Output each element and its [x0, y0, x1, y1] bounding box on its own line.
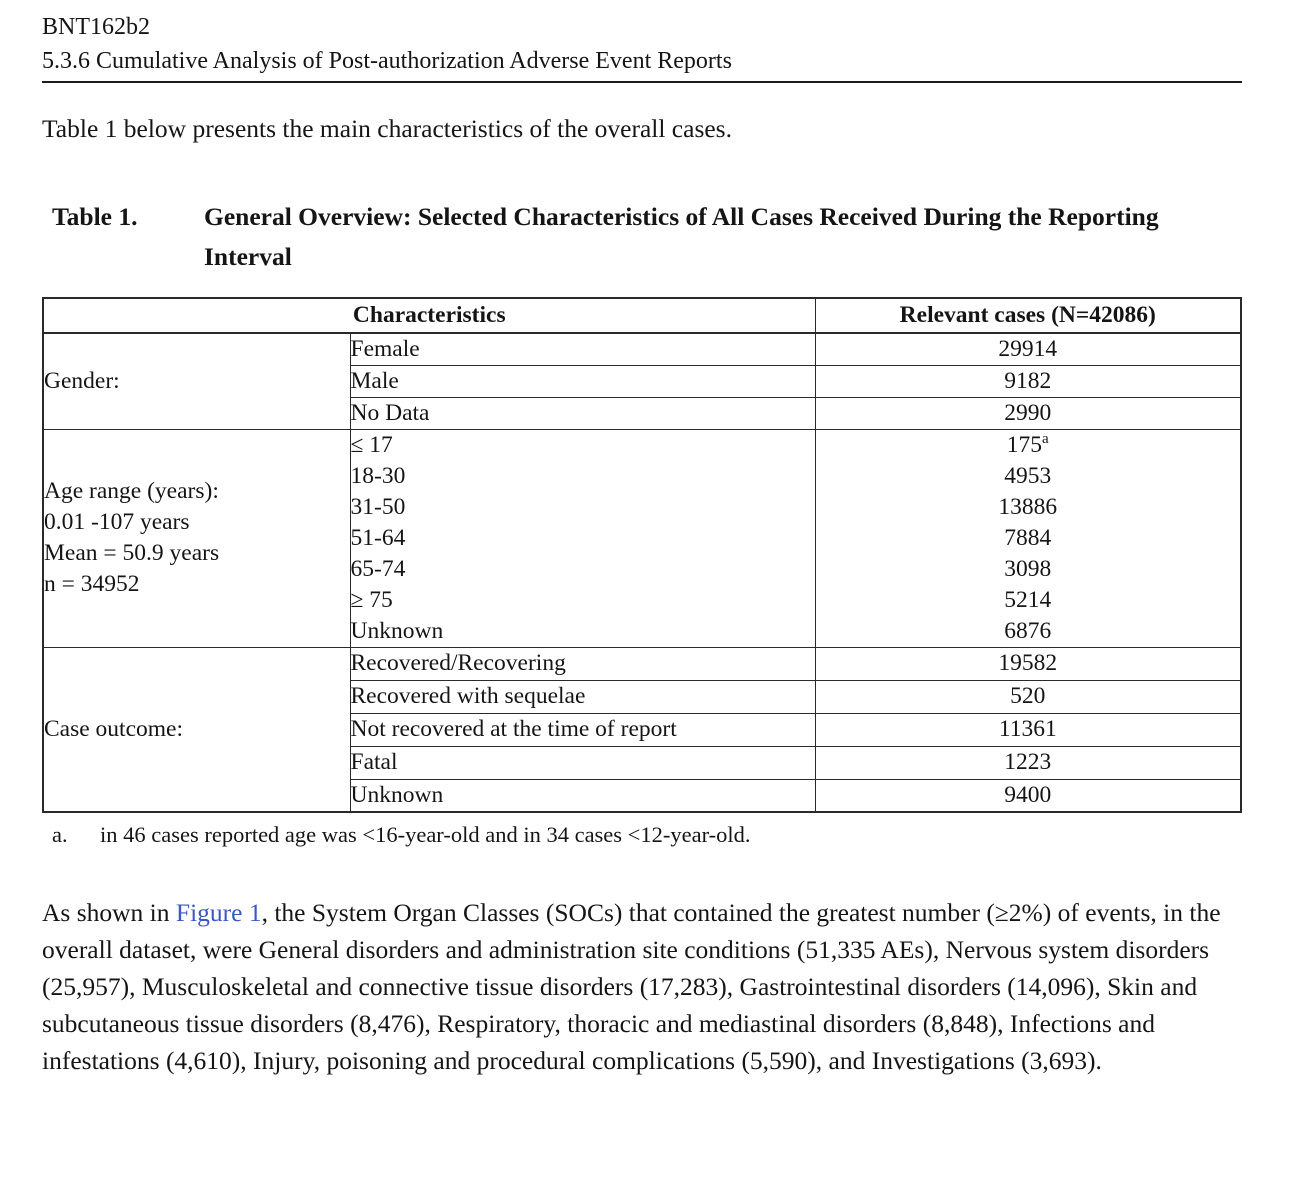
age-value: 7884 — [1004, 524, 1052, 551]
table-row: Male 9182 — [43, 364, 1242, 398]
table-caption: Table 1. General Overview: Selected Char… — [52, 197, 1242, 277]
table-caption-label: Table 1. — [52, 202, 138, 231]
body-paragraph: As shown in Figure 1, the System Organ C… — [42, 894, 1242, 1079]
age-characteristic: 65-74 — [350, 555, 406, 582]
table-row: Age range (years): 0.01 -107 years Mean … — [42, 428, 1242, 648]
age-label-line: 0.01 -107 years — [44, 509, 190, 535]
gender-characteristic: Female — [349, 332, 816, 366]
gender-value: 29914 — [814, 332, 1242, 366]
age-label-line: n = 34952 — [44, 571, 140, 597]
age-characteristic: 31-50 — [350, 493, 406, 520]
age-characteristic: Unknown — [350, 617, 444, 644]
table-row: Fatal 1223 — [43, 745, 1242, 780]
table-1: Characteristics Relevant cases (N=42086)… — [42, 297, 1243, 813]
age-label-line: Mean = 50.9 years — [44, 540, 220, 566]
outcome-characteristic: Unknown — [349, 778, 816, 813]
footnote-text: in 46 cases reported age was <16-year-ol… — [100, 822, 751, 847]
table-row: Gender: Female 29914 — [42, 332, 1242, 430]
age-characteristics-cell: ≤ 17 18-30 31-50 51-64 65-74 ≥ 75 Unknow… — [349, 428, 816, 648]
gender-section-label: Gender: — [42, 332, 351, 430]
age-values-cell: 175a 4953 13886 7884 3098 5214 6876 — [814, 428, 1242, 648]
age-characteristic: ≤ 17 — [350, 431, 393, 458]
age-characteristic: 18-30 — [350, 462, 406, 489]
outcome-value: 520 — [814, 679, 1242, 714]
column-header-relevant-cases: Relevant cases (N=42086) — [814, 297, 1242, 334]
outcome-value: 11361 — [814, 712, 1242, 747]
gender-value: 9182 — [814, 364, 1242, 398]
intro-paragraph: Table 1 below presents the main characte… — [42, 114, 732, 143]
table-caption-text: General Overview: Selected Characteristi… — [204, 202, 1159, 271]
gender-characteristic: No Data — [349, 396, 816, 430]
age-value: 175a — [1006, 430, 1049, 458]
age-label-line: Age range (years): — [44, 478, 219, 504]
outcome-value: 19582 — [814, 646, 1242, 681]
document-header: BNT162b2 5.3.6 Cumulative Analysis of Po… — [42, 10, 1242, 83]
age-characteristic: 51-64 — [350, 524, 406, 551]
outcome-section-label: Case outcome: — [42, 646, 351, 813]
age-value: 5214 — [1004, 586, 1052, 613]
footnote-marker: a. — [52, 822, 68, 847]
age-section-label: Age range (years): 0.01 -107 years Mean … — [42, 428, 351, 648]
table-header-row: Characteristics Relevant cases (N=42086) — [42, 297, 1242, 334]
age-value: 6876 — [1004, 617, 1052, 644]
doc-id: BNT162b2 — [42, 14, 150, 40]
paragraph-text-after-link: , the System Organ Classes (SOCs) that c… — [42, 898, 1221, 1075]
outcome-characteristic: Recovered/Recovering — [349, 646, 816, 681]
paragraph-text-before-link: As shown in — [42, 898, 176, 927]
footnote-marker-sup: a — [1042, 430, 1049, 447]
outcome-value: 1223 — [814, 745, 1242, 780]
table-footnote: a. in 46 cases reported age was <16-year-… — [52, 822, 1242, 848]
outcome-characteristic: Recovered with sequelae — [349, 679, 816, 714]
age-value: 13886 — [998, 493, 1058, 520]
figure-1-link[interactable]: Figure 1 — [175, 898, 262, 927]
age-value: 4953 — [1004, 462, 1052, 489]
gender-characteristic: Male — [349, 364, 816, 398]
outcome-characteristic: Not recovered at the time of report — [349, 712, 816, 747]
table-row: Case outcome: Recovered/Recovering 19582 — [42, 646, 1242, 813]
doc-section-title: 5.3.6 Cumulative Analysis of Post-author… — [42, 48, 732, 74]
age-characteristic: ≥ 75 — [350, 586, 393, 613]
gender-value: 2990 — [814, 396, 1242, 430]
outcome-characteristic: Fatal — [349, 745, 816, 780]
column-header-characteristics: Characteristics — [42, 297, 816, 334]
outcome-value: 9400 — [814, 778, 1242, 813]
age-value: 3098 — [1004, 555, 1052, 582]
table-row: Unknown 9400 — [43, 778, 1242, 813]
